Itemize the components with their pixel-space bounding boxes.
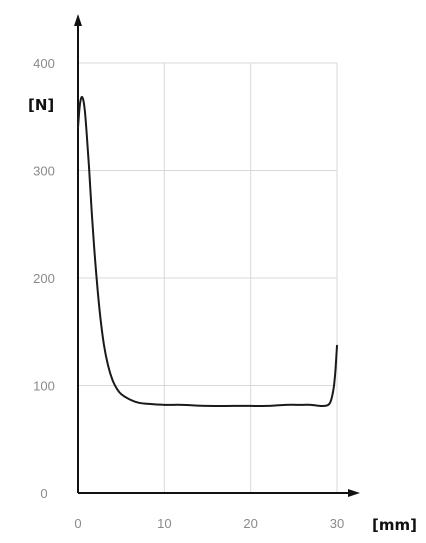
x-tick-label: 30 bbox=[330, 516, 344, 531]
axes bbox=[74, 14, 360, 497]
y-tick-label: 400 bbox=[33, 56, 55, 71]
series-line bbox=[77, 95, 338, 408]
y-tick-label: 200 bbox=[33, 271, 55, 286]
y-tick-label: 300 bbox=[33, 164, 55, 179]
x-tick-label: 0 bbox=[74, 516, 81, 531]
grid-lines bbox=[78, 62, 338, 493]
y-tick-label: 0 bbox=[40, 486, 47, 501]
y-axis-unit-label: [N] bbox=[28, 96, 54, 114]
x-axis-arrow-icon bbox=[348, 489, 360, 497]
y-tick-label: 100 bbox=[33, 379, 55, 394]
x-axis-ticks: 0 10 20 30 bbox=[74, 516, 344, 531]
x-axis-unit-label: [mm] bbox=[372, 516, 417, 534]
x-tick-label: 20 bbox=[243, 516, 257, 531]
y-axis-ticks: 0 100 200 300 400 bbox=[33, 56, 55, 501]
y-axis-arrow-icon bbox=[74, 14, 82, 26]
x-tick-label: 10 bbox=[157, 516, 171, 531]
